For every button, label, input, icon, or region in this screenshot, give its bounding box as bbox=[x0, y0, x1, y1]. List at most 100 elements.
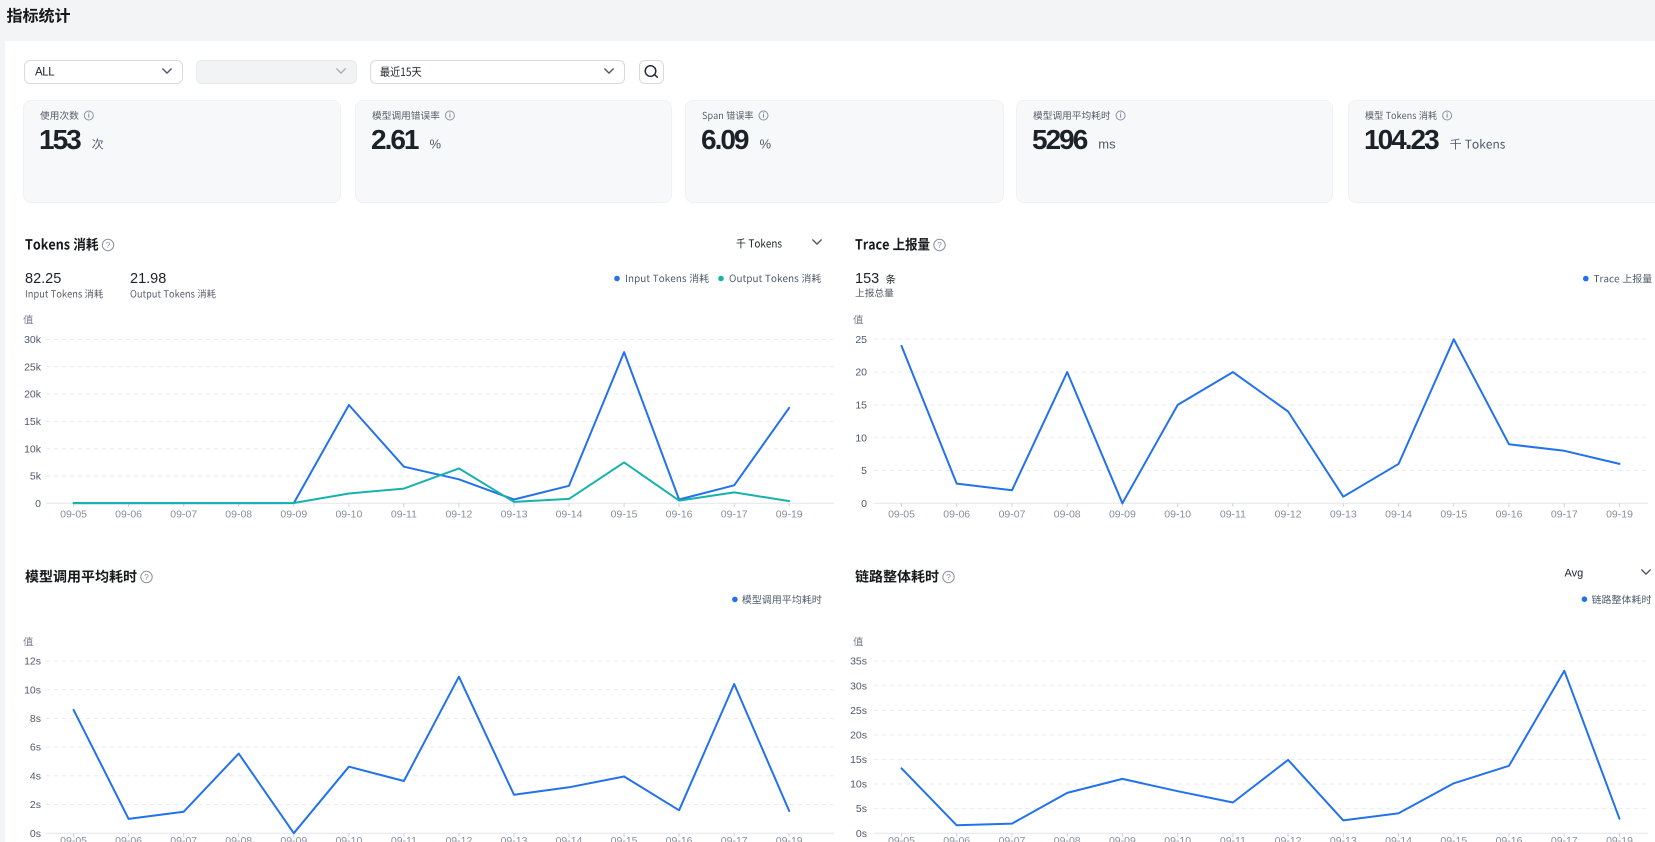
svg-text:09-15: 09-15 bbox=[611, 835, 638, 842]
svg-text:09-19: 09-19 bbox=[776, 835, 803, 842]
svg-text:0: 0 bbox=[861, 498, 867, 510]
svg-text:09-12: 09-12 bbox=[1275, 509, 1302, 521]
svg-text:09-17: 09-17 bbox=[1551, 509, 1578, 521]
svg-text:20k: 20k bbox=[24, 389, 42, 401]
svg-text:104.23: 104.23 bbox=[1364, 124, 1439, 155]
svg-text:09-08: 09-08 bbox=[1054, 509, 1081, 521]
svg-text:20s: 20s bbox=[850, 730, 867, 742]
svg-text:153: 153 bbox=[855, 271, 879, 287]
svg-text:?: ? bbox=[106, 240, 111, 250]
svg-text:0s: 0s bbox=[856, 828, 867, 840]
svg-text:09-08: 09-08 bbox=[225, 509, 252, 521]
svg-text:09-09: 09-09 bbox=[1109, 835, 1136, 842]
svg-text:09-05: 09-05 bbox=[60, 509, 87, 521]
svg-text:6.09: 6.09 bbox=[701, 124, 749, 155]
svg-text:25k: 25k bbox=[24, 361, 42, 373]
svg-text:0: 0 bbox=[35, 498, 41, 510]
svg-text:09-07: 09-07 bbox=[170, 509, 197, 521]
svg-text:09-16: 09-16 bbox=[1496, 509, 1523, 521]
svg-text:09-06: 09-06 bbox=[115, 509, 142, 521]
svg-text:09-13: 09-13 bbox=[1330, 509, 1357, 521]
svg-text:ms: ms bbox=[1098, 137, 1116, 152]
svg-text:09-16: 09-16 bbox=[666, 509, 693, 521]
svg-text:Avg: Avg bbox=[1565, 568, 1584, 580]
svg-text:5296: 5296 bbox=[1032, 124, 1088, 155]
svg-text:10s: 10s bbox=[24, 684, 41, 696]
svg-text:09-10: 09-10 bbox=[335, 509, 362, 521]
svg-text:09-09: 09-09 bbox=[1109, 509, 1136, 521]
svg-text:09-07: 09-07 bbox=[170, 835, 197, 842]
svg-text:09-14: 09-14 bbox=[556, 835, 583, 842]
svg-text:09-12: 09-12 bbox=[445, 835, 472, 842]
svg-text:10s: 10s bbox=[850, 779, 867, 791]
svg-text:09-13: 09-13 bbox=[1330, 835, 1357, 842]
svg-text:%: % bbox=[430, 137, 442, 152]
svg-text:2s: 2s bbox=[30, 799, 41, 811]
svg-text:09-11: 09-11 bbox=[391, 835, 417, 842]
svg-text:09-09: 09-09 bbox=[280, 835, 307, 842]
svg-text:5s: 5s bbox=[856, 803, 867, 815]
svg-text:?: ? bbox=[144, 572, 149, 582]
svg-text:12s: 12s bbox=[24, 656, 41, 668]
svg-text:09-08: 09-08 bbox=[225, 835, 252, 842]
svg-text:09-14: 09-14 bbox=[1385, 835, 1412, 842]
svg-text:20: 20 bbox=[855, 367, 867, 379]
svg-text:09-19: 09-19 bbox=[1606, 509, 1633, 521]
svg-text:30s: 30s bbox=[850, 680, 867, 692]
svg-text:09-13: 09-13 bbox=[501, 509, 528, 521]
svg-text:09-16: 09-16 bbox=[666, 835, 693, 842]
svg-text:09-07: 09-07 bbox=[999, 835, 1026, 842]
svg-text:35s: 35s bbox=[850, 656, 867, 668]
svg-text:30k: 30k bbox=[24, 334, 42, 346]
svg-text:09-19: 09-19 bbox=[776, 509, 803, 521]
svg-text:6s: 6s bbox=[30, 742, 41, 754]
svg-text:09-06: 09-06 bbox=[115, 835, 142, 842]
svg-text:09-13: 09-13 bbox=[501, 835, 528, 842]
svg-text:15s: 15s bbox=[850, 754, 867, 766]
svg-text:09-11: 09-11 bbox=[391, 509, 417, 521]
svg-text:09-11: 09-11 bbox=[1220, 835, 1246, 842]
svg-text:0s: 0s bbox=[30, 828, 41, 840]
svg-text:09-06: 09-06 bbox=[943, 835, 970, 842]
svg-text:?: ? bbox=[937, 240, 942, 250]
svg-text:8s: 8s bbox=[30, 713, 41, 725]
svg-text:10: 10 bbox=[855, 432, 867, 444]
svg-text:15: 15 bbox=[855, 400, 867, 412]
svg-text:25s: 25s bbox=[850, 705, 867, 717]
svg-text:09-10: 09-10 bbox=[1164, 509, 1191, 521]
svg-text:09-06: 09-06 bbox=[943, 509, 970, 521]
svg-text:25: 25 bbox=[855, 334, 867, 346]
svg-text:09-12: 09-12 bbox=[445, 509, 472, 521]
svg-text:09-14: 09-14 bbox=[1385, 509, 1412, 521]
svg-text:4s: 4s bbox=[30, 770, 41, 782]
svg-text:09-17: 09-17 bbox=[721, 835, 748, 842]
svg-text:15k: 15k bbox=[24, 416, 42, 428]
svg-text:09-05: 09-05 bbox=[888, 509, 915, 521]
svg-text:09-11: 09-11 bbox=[1220, 509, 1246, 521]
svg-text:09-08: 09-08 bbox=[1054, 835, 1081, 842]
svg-text:09-15: 09-15 bbox=[1440, 835, 1467, 842]
svg-text:?: ? bbox=[946, 572, 951, 582]
svg-text:09-16: 09-16 bbox=[1496, 835, 1523, 842]
svg-text:09-19: 09-19 bbox=[1606, 835, 1633, 842]
svg-text:09-10: 09-10 bbox=[335, 835, 362, 842]
svg-text:09-14: 09-14 bbox=[556, 509, 583, 521]
svg-text:2.61: 2.61 bbox=[371, 124, 419, 155]
svg-text:09-07: 09-07 bbox=[999, 509, 1026, 521]
svg-text:5: 5 bbox=[861, 465, 867, 477]
svg-text:09-15: 09-15 bbox=[611, 509, 638, 521]
svg-text:09-17: 09-17 bbox=[1551, 835, 1578, 842]
svg-text:82.25: 82.25 bbox=[25, 271, 61, 287]
svg-text:09-12: 09-12 bbox=[1275, 835, 1302, 842]
svg-text:153: 153 bbox=[39, 124, 81, 155]
svg-text:21.98: 21.98 bbox=[130, 271, 166, 287]
svg-text:09-05: 09-05 bbox=[888, 835, 915, 842]
svg-text:09-10: 09-10 bbox=[1164, 835, 1191, 842]
svg-text:09-09: 09-09 bbox=[280, 509, 307, 521]
svg-text:09-17: 09-17 bbox=[721, 509, 748, 521]
svg-text:09-15: 09-15 bbox=[1440, 509, 1467, 521]
svg-text:5k: 5k bbox=[30, 471, 42, 483]
svg-text:%: % bbox=[760, 137, 772, 152]
svg-text:ALL: ALL bbox=[35, 67, 55, 79]
svg-text:10k: 10k bbox=[24, 443, 42, 455]
